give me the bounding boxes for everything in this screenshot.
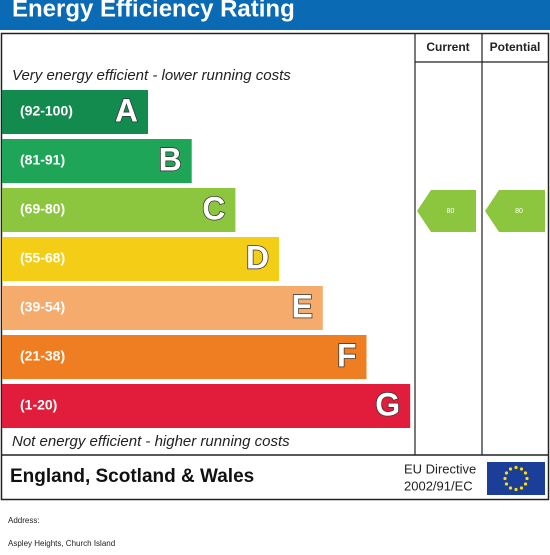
band-letter: E <box>291 288 312 324</box>
eu-star <box>503 476 507 481</box>
title-bar <box>0 0 550 30</box>
band <box>2 286 323 330</box>
eu-star <box>504 471 509 475</box>
band <box>2 139 192 183</box>
band-range: (92-100) <box>20 103 73 119</box>
directive: 2002/91/EC <box>404 478 473 493</box>
eu-star <box>523 482 528 486</box>
bottom-note: Not energy efficient - higher running co… <box>12 433 290 450</box>
eu-star <box>514 487 518 492</box>
eu-star <box>504 482 509 486</box>
eu-star <box>514 465 518 470</box>
eu-star <box>508 467 513 471</box>
band-letter: B <box>159 141 182 177</box>
band-letter: C <box>202 190 225 226</box>
eu-star <box>519 467 524 471</box>
top-note: Very energy efficient - lower running co… <box>12 67 291 84</box>
band-range: (55-68) <box>20 250 65 266</box>
band <box>2 237 280 281</box>
potential-arrow <box>485 190 545 232</box>
band <box>2 335 367 379</box>
address: Aspley Heights, Church Island <box>8 539 115 548</box>
band-range: (69-80) <box>20 201 65 217</box>
column-header: Potential <box>490 40 541 54</box>
potential-value: 80 <box>515 208 523 215</box>
eu-star <box>525 476 529 481</box>
band-range: (39-54) <box>20 299 65 315</box>
band-letter: F <box>337 337 357 373</box>
band-letter: A <box>115 92 138 128</box>
band-range: (21-38) <box>20 348 65 364</box>
eu-star <box>523 471 528 475</box>
band-range: (1-20) <box>20 397 57 413</box>
eu-star <box>508 486 513 490</box>
band-letter: D <box>246 239 269 275</box>
band <box>2 384 411 428</box>
frame <box>0 32 550 501</box>
eu-stars <box>503 465 529 492</box>
title: Energy Efficiency Rating <box>12 0 295 22</box>
band <box>2 90 148 134</box>
current-arrow <box>417 190 476 232</box>
band <box>2 188 236 232</box>
directive: EU Directive <box>404 461 476 476</box>
current-value: 80 <box>447 208 455 215</box>
band-range: (81-91) <box>20 152 65 168</box>
region: England, Scotland & Wales <box>10 466 254 487</box>
column-header: Current <box>426 40 469 54</box>
eu-star <box>519 486 524 490</box>
band-letter: G <box>375 386 400 422</box>
address-label: Address: <box>8 516 40 525</box>
